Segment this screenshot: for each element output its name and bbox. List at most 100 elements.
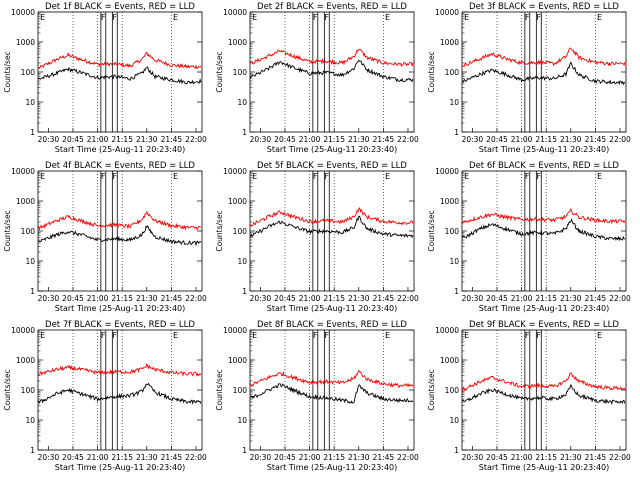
x-axis-label: Start Time (25-Aug-11 20:23:40) [479, 304, 610, 313]
y-tick-label: 10 [237, 416, 247, 425]
x-tick-label: 21:00 [87, 453, 109, 462]
x-tick-label: 22:00 [185, 135, 207, 144]
flag-mark: F [324, 13, 329, 22]
y-axis-label: Counts/sec [427, 210, 436, 251]
series-lld-line [250, 207, 414, 228]
x-tick-label: 20:45 [62, 453, 84, 462]
y-axis-label: Counts/sec [427, 369, 436, 410]
series-lld-line [462, 372, 626, 392]
x-tick-label: 21:15 [111, 135, 133, 144]
flag-mark: F [112, 13, 117, 22]
x-tick-label: 22:00 [397, 453, 419, 462]
y-tick-label: 1000 [16, 38, 35, 47]
flag-mark: F [536, 331, 541, 340]
y-tick-label: 1 [242, 128, 247, 137]
flag-mark: E [597, 13, 602, 22]
y-tick-label: 10000 [223, 8, 247, 17]
panel-title: Det 8f BLACK = Events, RED = LLD [257, 320, 407, 330]
x-axis-label: Start Time (25-Aug-11 20:23:40) [267, 304, 398, 313]
x-tick-label: 21:30 [348, 453, 370, 462]
y-tick-label: 100 [445, 386, 460, 395]
flag-mark: E [252, 13, 257, 22]
y-tick-label: 1 [454, 446, 459, 455]
x-tick-label: 20:30 [38, 135, 60, 144]
y-tick-label: 10 [449, 98, 459, 107]
y-tick-label: 1000 [440, 38, 459, 47]
x-tick-label: 20:30 [38, 294, 60, 303]
plot-frame [37, 170, 203, 292]
flag-mark: F [525, 331, 530, 340]
plot-frame [249, 329, 415, 451]
series-events-line [38, 66, 202, 85]
flag-mark: E [252, 172, 257, 181]
x-tick-label: 20:30 [250, 453, 272, 462]
y-tick-label: 1 [30, 446, 35, 455]
x-tick-label: 22:00 [397, 294, 419, 303]
series-lld-line [250, 369, 414, 389]
y-tick-label: 1000 [228, 197, 247, 206]
x-axis-label: Start Time (25-Aug-11 20:23:40) [55, 145, 186, 154]
x-tick-label: 20:30 [38, 453, 60, 462]
y-tick-label: 1000 [228, 38, 247, 47]
x-tick-label: 22:00 [609, 294, 631, 303]
x-tick-label: 21:15 [535, 135, 557, 144]
x-tick-label: 20:45 [62, 294, 84, 303]
y-tick-label: 1 [454, 128, 459, 137]
panel-title: Det 9f BLACK = Events, RED = LLD [469, 320, 619, 330]
x-tick-label: 20:45 [274, 135, 296, 144]
x-tick-label: 21:15 [111, 294, 133, 303]
series-events-line [462, 218, 626, 242]
x-tick-label: 21:15 [323, 294, 345, 303]
x-tick-label: 20:30 [250, 135, 272, 144]
flag-mark: F [525, 13, 530, 22]
y-tick-label: 1000 [440, 197, 459, 206]
flag-mark: E [385, 331, 390, 340]
y-tick-label: 10000 [223, 326, 247, 335]
flag-mark: F [313, 13, 318, 22]
x-tick-label: 21:00 [511, 294, 533, 303]
y-tick-label: 100 [21, 68, 36, 77]
plot-frame [37, 11, 203, 133]
series-events-line [250, 215, 414, 239]
flag-mark: F [101, 13, 106, 22]
y-tick-label: 1 [30, 287, 35, 296]
x-tick-label: 20:30 [462, 453, 484, 462]
y-tick-label: 100 [445, 227, 460, 236]
x-axis-label: Start Time (25-Aug-11 20:23:40) [267, 145, 398, 154]
y-tick-label: 1000 [228, 356, 247, 365]
y-tick-label: 100 [445, 68, 460, 77]
flag-mark: E [464, 172, 469, 181]
y-tick-label: 1 [242, 287, 247, 296]
x-tick-label: 20:45 [486, 294, 508, 303]
y-axis-label: Counts/sec [3, 369, 12, 410]
series-events-line [462, 61, 626, 86]
plot-frame [461, 170, 627, 292]
y-tick-label: 1000 [440, 356, 459, 365]
x-tick-label: 21:45 [161, 294, 183, 303]
panel-title: Det 7f BLACK = Events, RED = LLD [45, 320, 195, 330]
flag-mark: F [112, 172, 117, 181]
y-tick-label: 1 [454, 287, 459, 296]
x-tick-label: 21:30 [136, 453, 158, 462]
flag-mark: E [385, 13, 390, 22]
series-events-line [250, 383, 414, 404]
x-tick-label: 21:30 [348, 294, 370, 303]
y-tick-label: 100 [21, 227, 36, 236]
x-tick-label: 21:00 [87, 135, 109, 144]
panel-title: Det 3f BLACK = Events, RED = LLD [469, 2, 619, 12]
x-tick-label: 21:45 [585, 453, 607, 462]
x-tick-label: 21:15 [323, 453, 345, 462]
flag-mark: E [173, 331, 178, 340]
x-axis-label: Start Time (25-Aug-11 20:23:40) [55, 463, 186, 472]
x-tick-label: 21:30 [136, 294, 158, 303]
y-axis-label: Counts/sec [3, 51, 12, 92]
y-axis-label: Counts/sec [215, 51, 224, 92]
y-tick-label: 10000 [11, 326, 35, 335]
y-tick-label: 10 [449, 257, 459, 266]
y-axis-label: Counts/sec [215, 210, 224, 251]
panel-title: Det 6f BLACK = Events, RED = LLD [469, 161, 619, 171]
